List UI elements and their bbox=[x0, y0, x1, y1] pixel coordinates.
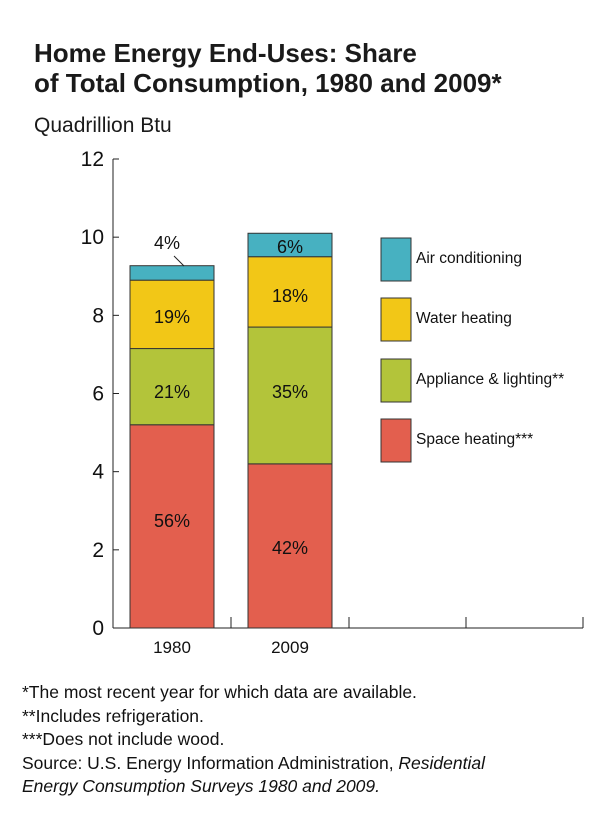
legend-swatch-water-heating bbox=[380, 297, 412, 342]
legend-label-space-heating: Space heating*** bbox=[416, 431, 533, 448]
legend-swatch-space-heating bbox=[380, 418, 412, 463]
footnote-3: ***Does not include wood. bbox=[22, 729, 225, 749]
bar-2009-appliance-lighting bbox=[247, 326, 333, 465]
source-title-part1: Residential bbox=[398, 752, 485, 773]
bar-2009-space-heating bbox=[247, 463, 333, 629]
data-label-2009-water-heating: 18% bbox=[272, 286, 308, 306]
footnotes: *The most recent year for which data are… bbox=[22, 681, 592, 799]
stacked-bar-chart: 0 2 4 6 8 10 12 56% 21% 19% 4% 1980 42% 35% 18% 6% 2009 A… bbox=[81, 148, 584, 657]
bar-2009-air-conditioning bbox=[247, 232, 333, 258]
chart-title-line2: of Total Consumption, 1980 and 2009* bbox=[34, 68, 502, 98]
leader-line-1980-air-conditioning bbox=[173, 255, 185, 267]
x-tick-label-1980: 1980 bbox=[153, 638, 191, 657]
data-label-1980-appliance-lighting: 21% bbox=[154, 382, 190, 402]
source-prefix: Source: U.S. Energy Information Administ… bbox=[22, 752, 399, 773]
legend-label-water-heating: Water heating bbox=[416, 310, 512, 327]
source-line-1: Source: U.S. Energy Information Administ… bbox=[22, 752, 592, 776]
x-tick-label-2009: 2009 bbox=[271, 638, 309, 657]
y-tick-label-2: 2 bbox=[92, 539, 104, 562]
y-tick-label-0: 0 bbox=[92, 617, 104, 640]
y-tick-label-8: 8 bbox=[92, 304, 104, 327]
legend-label-air-conditioning: Air conditioning bbox=[416, 250, 522, 267]
data-label-2009-air-conditioning: 6% bbox=[277, 237, 303, 257]
chart-title: Home Energy End-Uses: Share of Total Con… bbox=[34, 38, 594, 98]
footnote-1: *The most recent year for which data are… bbox=[22, 682, 417, 702]
y-tick-label-10: 10 bbox=[81, 226, 104, 249]
footnote-2: **Includes refrigeration. bbox=[22, 705, 204, 726]
data-label-1980-water-heating: 19% bbox=[154, 307, 190, 327]
data-label-1980-air-conditioning: 4% bbox=[154, 233, 180, 253]
y-tick-label-6: 6 bbox=[92, 383, 104, 406]
legend-label-appliance-lighting: Appliance & lighting** bbox=[416, 371, 564, 388]
legend-swatch-air-conditioning bbox=[380, 237, 412, 282]
bar-1980-water-heating bbox=[129, 279, 215, 350]
data-label-2009-space-heating: 42% bbox=[272, 538, 308, 558]
legend-swatch-appliance-lighting bbox=[380, 358, 412, 403]
data-label-2009-appliance-lighting: 35% bbox=[272, 382, 308, 402]
y-axis-unit-label: Quadrillion Btu bbox=[34, 114, 172, 137]
y-tick-label-4: 4 bbox=[92, 461, 104, 484]
source-title-part2: Energy Consumption Surveys 1980 and 2009… bbox=[22, 776, 381, 796]
chart-title-line1: Home Energy End-Uses: Share bbox=[34, 38, 417, 68]
bar-1980-air-conditioning bbox=[129, 265, 215, 281]
source-line-2: Energy Consumption Surveys 1980 and 2009… bbox=[22, 775, 592, 799]
bar-2009-water-heating bbox=[247, 256, 333, 328]
y-tick-label-12: 12 bbox=[81, 148, 104, 171]
data-label-1980-space-heating: 56% bbox=[154, 511, 190, 531]
